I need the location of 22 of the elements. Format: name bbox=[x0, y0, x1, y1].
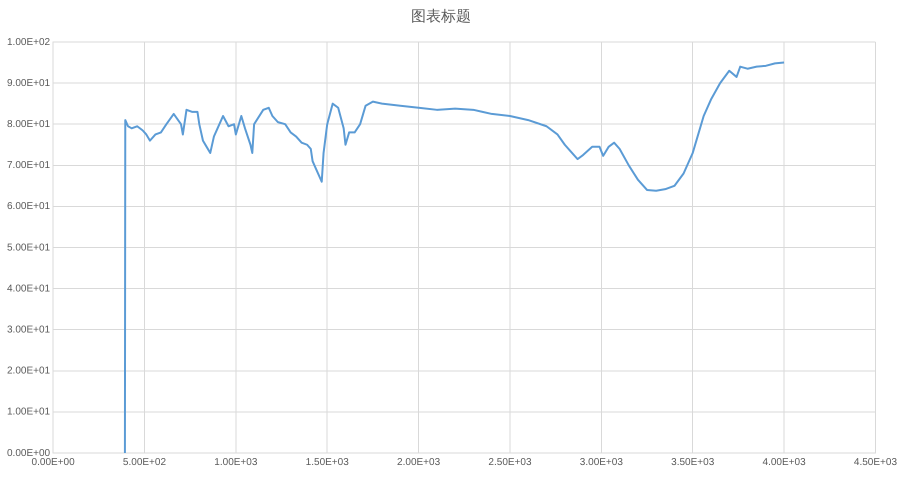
y-tick-label: 8.00E+01 bbox=[6, 118, 51, 130]
x-tick-label: 1.00E+03 bbox=[214, 456, 258, 468]
x-tick-label: 2.00E+03 bbox=[397, 456, 441, 468]
y-tick-label: 4.00E+01 bbox=[6, 283, 51, 294]
x-tick-label: 4.50E+03 bbox=[854, 456, 898, 468]
chart-title: 图表标题 bbox=[411, 6, 471, 25]
x-tick-label: 3.00E+03 bbox=[580, 456, 624, 468]
y-tick-label: 2.00E+01 bbox=[6, 366, 51, 377]
x-tick-label: 2.50E+03 bbox=[488, 456, 532, 468]
x-tick-label: 4.00E+03 bbox=[762, 456, 806, 468]
y-tick-label: 3.00E+01 bbox=[6, 324, 51, 336]
y-tick-label: 0.00E+00 bbox=[6, 448, 51, 459]
x-tick-label: 0.00E+00 bbox=[32, 456, 76, 468]
x-tick-label: 5.00E+02 bbox=[122, 456, 166, 468]
y-tick-label: 7.00E+01 bbox=[6, 160, 51, 172]
y-tick-label: 6.00E+01 bbox=[6, 201, 51, 212]
y-tick-label: 1.00E+02 bbox=[6, 36, 51, 48]
x-tick-label: 3.50E+03 bbox=[671, 456, 715, 468]
x-tick-label: 1.50E+03 bbox=[306, 456, 350, 468]
y-tick-label: 5.00E+01 bbox=[6, 242, 51, 254]
y-tick-label: 9.00E+01 bbox=[6, 78, 51, 89]
y-tick-label: 1.00E+01 bbox=[6, 406, 51, 418]
